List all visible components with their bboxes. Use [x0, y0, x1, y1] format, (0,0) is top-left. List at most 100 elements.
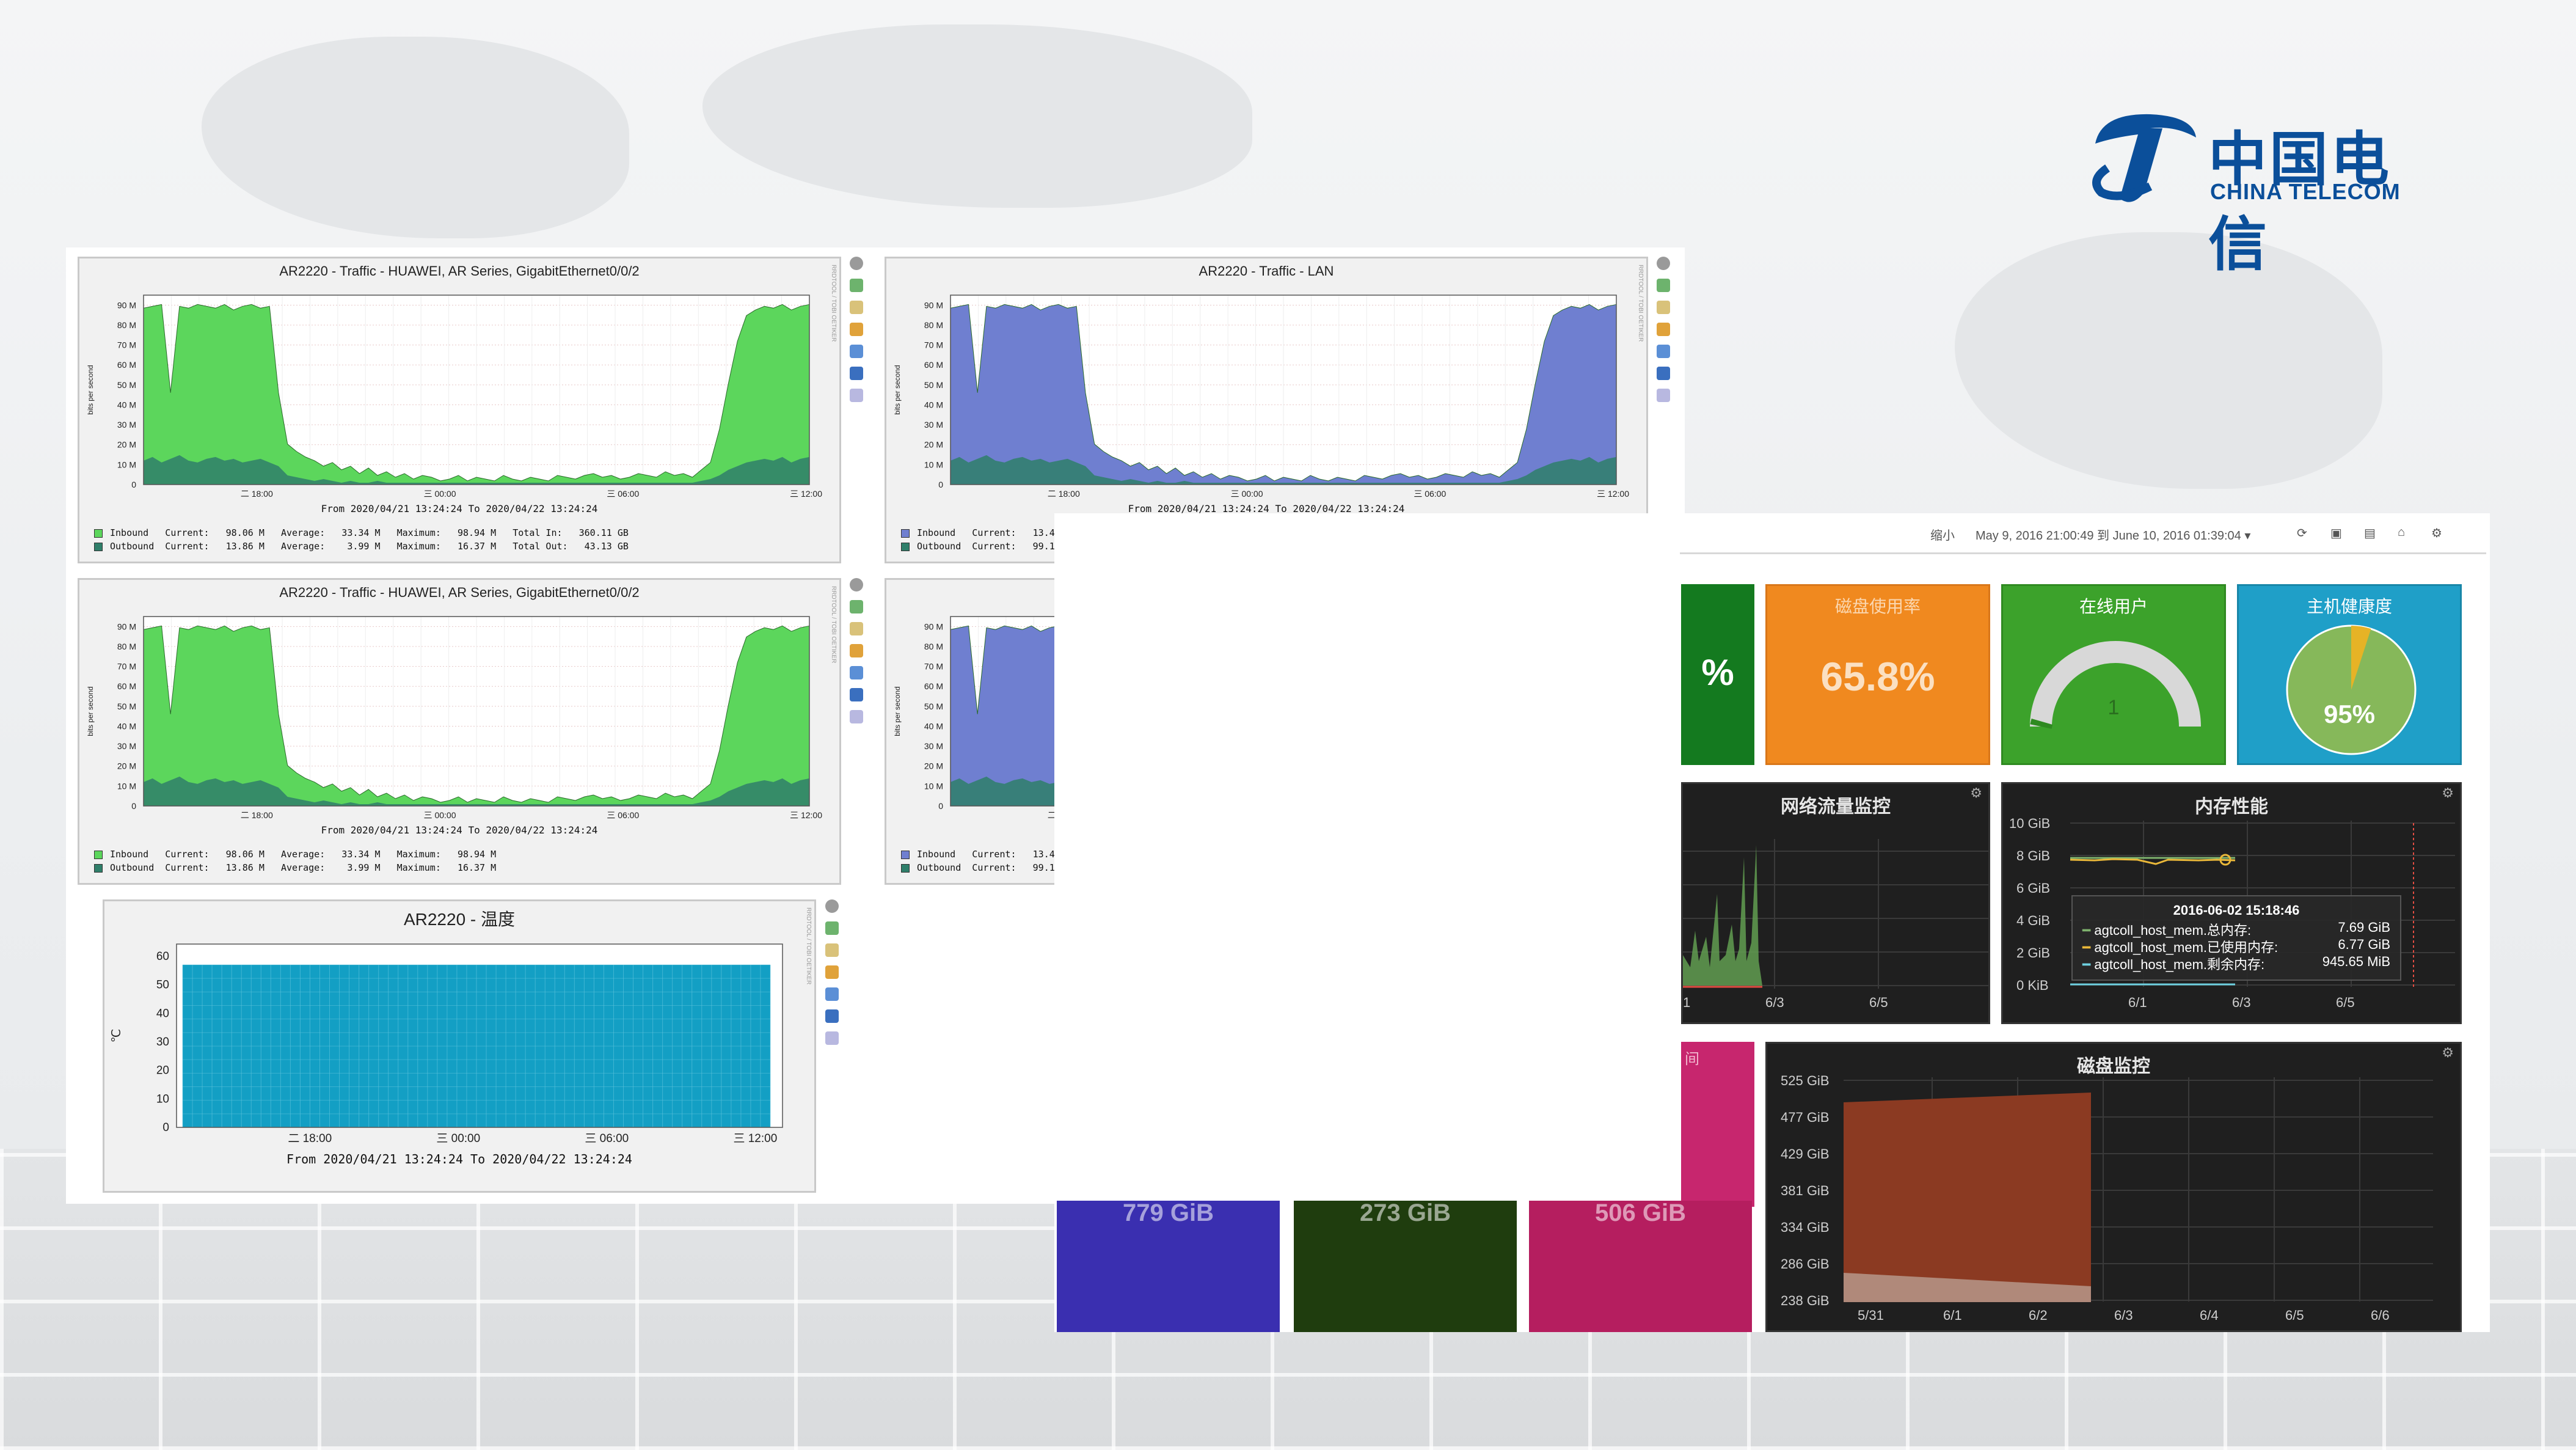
list-icon[interactable]	[825, 943, 839, 957]
document-icon[interactable]	[850, 710, 863, 723]
memory-tooltip: 2016-06-02 15:18:46 ━ agtcoll_host_mem.总…	[2071, 895, 2401, 981]
y-tick: 90 M	[924, 300, 943, 310]
legend-row: Outbound Current: 13.86 M Average: 3.99 …	[94, 541, 629, 552]
home-icon[interactable]: ⌂	[2398, 525, 2406, 539]
y-tick: 477 GiB	[1781, 1110, 1830, 1125]
graph-actions-toolbar	[1653, 257, 1674, 411]
export-icon[interactable]	[850, 688, 863, 701]
disk-capacity-tile: 779 GiB	[1057, 1199, 1280, 1332]
x-tick: 1	[1683, 995, 1691, 1010]
outbound-area	[144, 776, 809, 806]
tooltip-row: ━ agtcoll_host_mem.已使用内存: 6.77 GiB	[2082, 937, 2390, 955]
zoom-graph-icon[interactable]	[850, 600, 863, 613]
traffic-chart: 90 M 80 M 70 M 60 M 50 M 40 M 30 M 20 M 10 M 0 二 1…	[86, 295, 822, 499]
memory-performance-panel: 内存性能 10 GiB 8 GiB 6 GiB 4 GiB 2 GiB 0 Ki…	[2001, 782, 2462, 1024]
legend-row: Inbound Current: 98.06 M Average: 33.34 …	[94, 849, 496, 860]
y-tick: 20	[156, 1064, 169, 1077]
list-icon[interactable]	[850, 301, 863, 314]
x-tick: 三 00:00	[424, 489, 456, 499]
x-tick: 6/3	[1765, 995, 1784, 1010]
traffic-chart: 90 M 80 M 70 M 60 M 50 M 40 M 30 M 20 M 10 M 0 二 1…	[86, 616, 822, 820]
y-tick: 10 M	[117, 781, 136, 791]
y-tick: 6 GiB	[2016, 881, 2051, 896]
x-tick: 二 18:00	[288, 1132, 332, 1145]
y-tick: 90 M	[117, 621, 136, 631]
x-tick: 6/5	[2285, 1308, 2304, 1323]
folder-icon[interactable]: ▤	[2364, 527, 2376, 540]
disk-capacity-value: 273 GiB	[1360, 1199, 1451, 1226]
tile-title: 间	[1685, 1051, 1699, 1067]
save-icon[interactable]: ▣	[2330, 527, 2342, 540]
x-tick: 二 18:00	[241, 810, 273, 820]
export-icon[interactable]	[1657, 367, 1670, 380]
zoom-graph-icon[interactable]	[825, 921, 839, 935]
y-tick: 80 M	[924, 320, 943, 330]
traffic-chart: 90 M 80 M 70 M 60 M 50 M 40 M 30 M 20 M 10 M 0 二 1…	[893, 295, 1629, 499]
stat-value: %	[1701, 652, 1734, 693]
settings-icon[interactable]	[825, 899, 839, 913]
disk-capacity-value: 779 GiB	[1123, 1199, 1214, 1226]
y-tick: 40	[156, 1007, 169, 1020]
edit-icon[interactable]	[850, 323, 863, 336]
legend-text: Outbound Current: 13.86 M Average: 3.99 …	[110, 862, 497, 873]
panel-settings-icon[interactable]: ⚙	[1970, 785, 1982, 800]
edit-icon[interactable]	[1657, 323, 1670, 336]
y-tick: 238 GiB	[1781, 1293, 1830, 1308]
y-tick: 60 M	[117, 681, 136, 691]
y-tick: 40 M	[924, 721, 943, 731]
logo-english-text: CHINA TELECOM	[2210, 179, 2401, 204]
export-icon[interactable]	[850, 367, 863, 380]
rrdtool-credit: RRDTOOL / TOBI OETIKER	[805, 907, 812, 985]
world-map-decoration	[1955, 232, 2382, 489]
world-map-decoration	[702, 24, 1252, 208]
graph-title: AR2220 - 温度	[403, 910, 516, 929]
y-tick: 30 M	[924, 741, 943, 751]
document-icon[interactable]	[825, 1031, 839, 1045]
export-icon[interactable]	[825, 1009, 839, 1023]
y-tick: 0	[938, 480, 943, 489]
graph-actions-toolbar	[846, 578, 867, 732]
graph-title: AR2220 - Traffic - HUAWEI, AR Series, Gi…	[279, 585, 640, 600]
chart-icon[interactable]	[1657, 345, 1670, 358]
settings-icon[interactable]	[850, 257, 863, 270]
legend-swatch	[901, 863, 910, 873]
x-tick: 三 00:00	[436, 1132, 480, 1145]
zoom-graph-icon[interactable]	[1657, 279, 1670, 292]
list-icon[interactable]	[850, 622, 863, 635]
y-tick: 10 M	[924, 460, 943, 469]
edit-icon[interactable]	[850, 644, 863, 657]
chart-icon[interactable]	[825, 987, 839, 1001]
y-tick: 0	[938, 801, 943, 811]
settings-icon[interactable]	[850, 578, 863, 591]
y-tick: 20 M	[924, 440, 943, 450]
graph-actions-toolbar	[822, 899, 842, 1053]
date-range-caption: From 2020/04/21 13:24:24 To 2020/04/22 1…	[286, 1152, 632, 1166]
panel-settings-icon[interactable]: ⚙	[2442, 785, 2454, 800]
disk-chart	[1844, 1077, 2433, 1302]
document-icon[interactable]	[1657, 389, 1670, 402]
x-tick: 6/3	[2232, 995, 2251, 1010]
refresh-icon[interactable]: ⟳	[2297, 527, 2307, 540]
tooltip-time: 2016-06-02 15:18:46	[2173, 903, 2300, 918]
grafana-top-bar: 缩小 May 9, 2016 21:00:49 到 June 10, 2016 …	[1680, 513, 2486, 554]
edit-icon[interactable]	[825, 965, 839, 979]
traffic-graph-panel: AR2220 - Traffic - HUAWEI, AR Series, Gi…	[78, 578, 841, 885]
settings-icon[interactable]: ⚙	[2431, 527, 2442, 540]
list-icon[interactable]	[1657, 301, 1670, 314]
zoom-graph-icon[interactable]	[850, 279, 863, 292]
chart-icon[interactable]	[850, 345, 863, 358]
chart-icon[interactable]	[850, 666, 863, 679]
document-icon[interactable]	[850, 389, 863, 402]
y-axis-label: bits per second	[86, 365, 95, 414]
traffic-graph-panel: AR2220 - Traffic - HUAWEI, AR Series, Gi…	[78, 257, 841, 563]
x-tick: 三 00:00	[424, 810, 456, 820]
x-tick: 6/3	[2114, 1308, 2133, 1323]
stat-tile: %	[1681, 584, 1754, 765]
host-health-tile: 主机健康度 95%	[2237, 584, 2462, 765]
zoom-out-button[interactable]: 缩小	[1930, 529, 1955, 543]
settings-icon[interactable]	[1657, 257, 1670, 270]
time-range-picker[interactable]: May 9, 2016 21:00:49 到 June 10, 2016 01:…	[1976, 529, 2251, 543]
legend-swatch	[94, 850, 103, 859]
x-tick: 6/5	[2336, 995, 2355, 1010]
panel-settings-icon[interactable]: ⚙	[2442, 1045, 2454, 1060]
